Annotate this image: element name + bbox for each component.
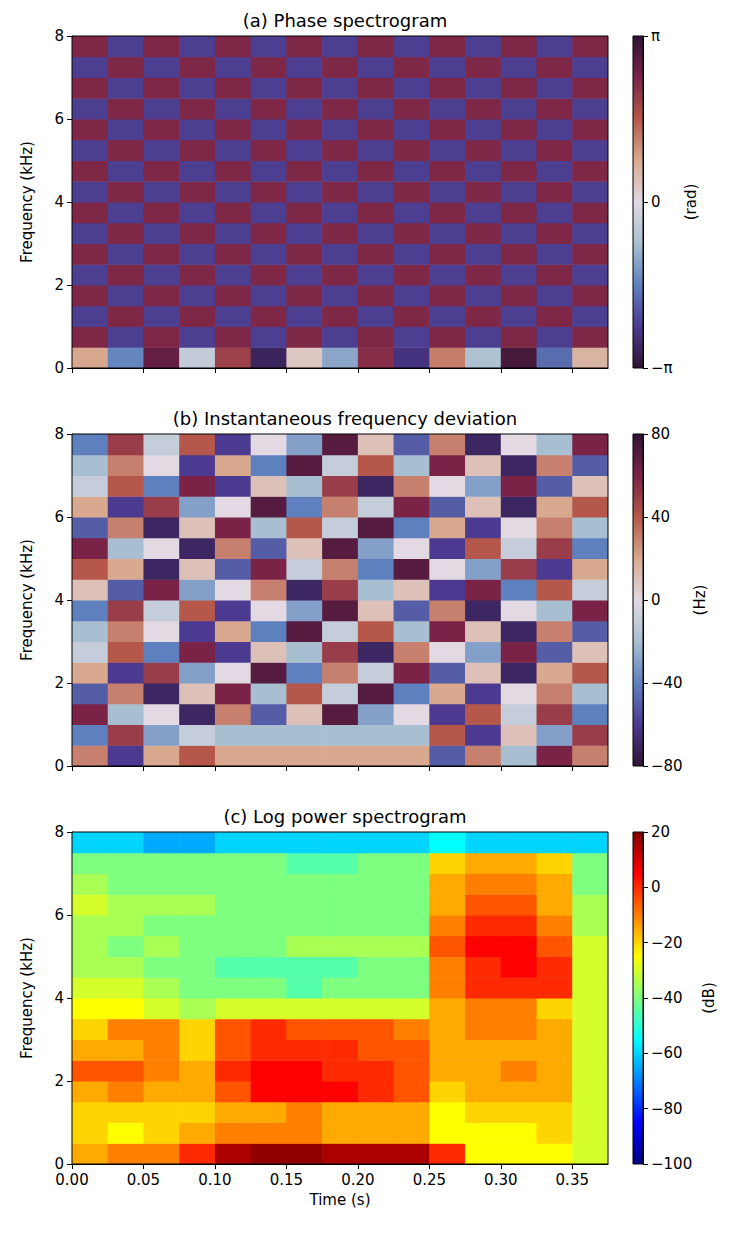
svg-text:6: 6 — [54, 508, 64, 526]
svg-text:−40: −40 — [651, 989, 683, 1007]
svg-text:0.30: 0.30 — [484, 1171, 517, 1189]
svg-text:Time (s): Time (s) — [309, 1191, 371, 1209]
svg-text:0: 0 — [54, 1155, 64, 1173]
svg-text:−40: −40 — [651, 674, 683, 692]
svg-text:0.35: 0.35 — [556, 1171, 589, 1189]
svg-text:0: 0 — [651, 878, 661, 896]
svg-text:Frequency (kHz): Frequency (kHz) — [18, 539, 36, 661]
svg-text:(Hz): (Hz) — [691, 585, 709, 616]
svg-text:40: 40 — [651, 508, 670, 526]
svg-text:0.25: 0.25 — [413, 1171, 446, 1189]
svg-text:−20: −20 — [651, 934, 683, 952]
svg-text:4: 4 — [54, 591, 64, 609]
svg-text:0.20: 0.20 — [341, 1171, 374, 1189]
svg-text:Frequency (kHz): Frequency (kHz) — [18, 937, 36, 1059]
svg-text:0: 0 — [54, 359, 64, 377]
svg-text:6: 6 — [54, 110, 64, 128]
svg-text:2: 2 — [54, 674, 64, 692]
svg-text:0.05: 0.05 — [127, 1171, 160, 1189]
svg-text:6: 6 — [54, 906, 64, 924]
svg-text:2: 2 — [54, 1072, 64, 1090]
svg-text:(c) Log power spectrogram: (c) Log power spectrogram — [223, 806, 466, 827]
svg-text:−π: −π — [651, 359, 673, 377]
svg-text:4: 4 — [54, 193, 64, 211]
svg-text:−100: −100 — [651, 1155, 692, 1173]
svg-text:0: 0 — [651, 591, 661, 609]
svg-text:4: 4 — [54, 989, 64, 1007]
svg-text:Frequency (kHz): Frequency (kHz) — [18, 141, 36, 263]
svg-text:80: 80 — [651, 425, 670, 443]
svg-text:−60: −60 — [651, 1044, 683, 1062]
svg-text:0.10: 0.10 — [198, 1171, 231, 1189]
svg-text:(rad): (rad) — [682, 184, 700, 221]
svg-text:0.15: 0.15 — [270, 1171, 303, 1189]
svg-text:2: 2 — [54, 276, 64, 294]
svg-text:(a) Phase spectrogram: (a) Phase spectrogram — [243, 10, 448, 31]
svg-text:(dB): (dB) — [700, 982, 718, 1014]
svg-text:8: 8 — [54, 823, 64, 841]
svg-text:0: 0 — [54, 757, 64, 775]
svg-text:−80: −80 — [651, 1100, 683, 1118]
svg-text:π: π — [651, 27, 660, 45]
svg-text:−80: −80 — [651, 757, 683, 775]
svg-text:20: 20 — [651, 823, 670, 841]
svg-text:8: 8 — [54, 27, 64, 45]
svg-text:0.00: 0.00 — [55, 1171, 88, 1189]
svg-text:8: 8 — [54, 425, 64, 443]
svg-text:0: 0 — [651, 193, 661, 211]
svg-text:(b) Instantaneous frequency de: (b) Instantaneous frequency deviation — [173, 408, 518, 429]
